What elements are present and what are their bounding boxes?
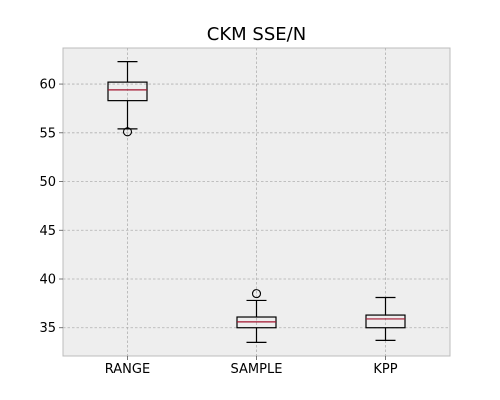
y-tick-label: 35	[39, 321, 56, 336]
x-axis: RANGE SAMPLE KPP	[105, 356, 398, 377]
outlier-point	[122, 127, 133, 137]
box-series	[107, 61, 406, 343]
x-tick-label: SAMPLE	[231, 362, 283, 377]
iqr-box	[365, 314, 406, 329]
chart-title: CKM SSE/N	[207, 24, 306, 45]
outlier-point	[251, 289, 262, 299]
y-tick-label: 60	[39, 78, 56, 93]
x-tick-label: KPP	[373, 362, 397, 377]
iqr-box	[107, 81, 148, 102]
y-axis: 35 40 45 50 55 60	[39, 78, 63, 336]
box-kpp	[365, 296, 406, 342]
box-range	[107, 61, 148, 137]
box-sample	[236, 289, 277, 343]
y-tick-label: 45	[39, 224, 56, 239]
y-tick-label: 40	[39, 273, 56, 288]
x-tick-label: RANGE	[105, 362, 150, 377]
y-tick-label: 50	[39, 175, 56, 190]
y-tick-label: 55	[39, 126, 56, 141]
